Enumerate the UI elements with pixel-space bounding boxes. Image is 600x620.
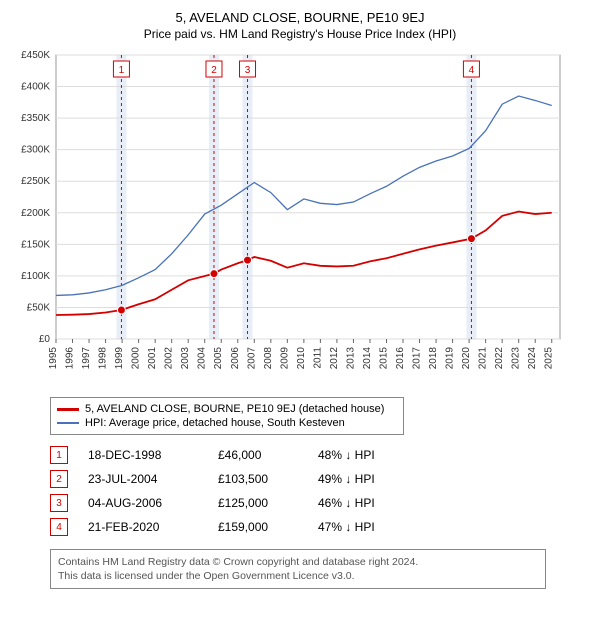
svg-text:2020: 2020: [461, 347, 472, 370]
svg-text:4: 4: [469, 65, 475, 76]
svg-text:2003: 2003: [180, 347, 191, 370]
event-row: 4 21-FEB-2020 £159,000 47% ↓ HPI: [50, 515, 590, 539]
svg-text:3: 3: [245, 65, 251, 76]
svg-text:2014: 2014: [362, 347, 373, 370]
svg-text:2013: 2013: [345, 347, 356, 370]
event-number-badge: 4: [50, 518, 68, 536]
footer-line-2: This data is licensed under the Open Gov…: [58, 569, 538, 583]
svg-text:2001: 2001: [147, 347, 158, 370]
svg-text:2011: 2011: [312, 347, 323, 369]
event-number-badge: 2: [50, 470, 68, 488]
svg-text:1998: 1998: [98, 347, 109, 370]
svg-text:£350K: £350K: [21, 113, 50, 124]
event-delta: 48% ↓ HPI: [318, 448, 408, 462]
event-price: £103,500: [218, 472, 298, 486]
svg-text:2022: 2022: [494, 347, 505, 370]
svg-text:£200K: £200K: [21, 208, 50, 219]
event-date: 21-FEB-2020: [88, 520, 198, 534]
svg-text:2008: 2008: [263, 347, 274, 370]
chart-subtitle: Price paid vs. HM Land Registry's House …: [10, 27, 590, 41]
svg-text:£50K: £50K: [27, 302, 51, 313]
svg-text:2007: 2007: [246, 347, 257, 370]
footer-line-1: Contains HM Land Registry data © Crown c…: [58, 555, 538, 569]
svg-text:2024: 2024: [527, 347, 538, 370]
legend-item-property: 5, AVELAND CLOSE, BOURNE, PE10 9EJ (deta…: [57, 402, 397, 416]
price-chart: £0 £50K £100K £150K £200K £250K £300K £350K £400…: [10, 49, 570, 389]
event-price: £159,000: [218, 520, 298, 534]
svg-text:2005: 2005: [213, 347, 224, 370]
events-table: 1 18-DEC-1998 £46,000 48% ↓ HPI 2 23-JUL-2004…: [50, 443, 590, 539]
svg-text:£250K: £250K: [21, 176, 50, 187]
svg-text:2021: 2021: [478, 347, 489, 370]
event-number-badge: 1: [50, 446, 68, 464]
svg-text:£0: £0: [39, 334, 51, 345]
svg-text:2006: 2006: [230, 347, 241, 370]
attribution-footer: Contains HM Land Registry data © Crown c…: [50, 549, 546, 589]
svg-text:2025: 2025: [544, 347, 555, 370]
svg-text:1996: 1996: [65, 347, 76, 370]
svg-text:2012: 2012: [329, 347, 340, 370]
svg-text:2018: 2018: [428, 347, 439, 370]
svg-text:2004: 2004: [197, 347, 208, 370]
legend-swatch-property: [57, 408, 79, 411]
svg-text:1: 1: [119, 65, 125, 76]
legend: 5, AVELAND CLOSE, BOURNE, PE10 9EJ (deta…: [50, 397, 404, 435]
event-row: 2 23-JUL-2004 £103,500 49% ↓ HPI: [50, 467, 590, 491]
svg-text:2010: 2010: [296, 347, 307, 370]
svg-text:£150K: £150K: [21, 239, 50, 250]
event-date: 18-DEC-1998: [88, 448, 198, 462]
event-delta: 49% ↓ HPI: [318, 472, 408, 486]
chart-title: 5, AVELAND CLOSE, BOURNE, PE10 9EJ: [10, 10, 590, 25]
svg-text:2023: 2023: [511, 347, 522, 370]
svg-text:2017: 2017: [412, 347, 423, 370]
svg-text:£300K: £300K: [21, 145, 50, 156]
legend-label-hpi: HPI: Average price, detached house, Sout…: [85, 417, 345, 429]
svg-text:1997: 1997: [81, 347, 92, 370]
svg-text:1999: 1999: [114, 347, 125, 370]
event-delta: 47% ↓ HPI: [318, 520, 408, 534]
event-number-badge: 3: [50, 494, 68, 512]
svg-text:2015: 2015: [378, 347, 389, 370]
event-price: £46,000: [218, 448, 298, 462]
svg-text:1995: 1995: [48, 347, 59, 370]
svg-text:2016: 2016: [395, 347, 406, 370]
event-date: 04-AUG-2006: [88, 496, 198, 510]
event-row: 3 04-AUG-2006 £125,000 46% ↓ HPI: [50, 491, 590, 515]
event-price: £125,000: [218, 496, 298, 510]
legend-item-hpi: HPI: Average price, detached house, Sout…: [57, 416, 397, 430]
event-date: 23-JUL-2004: [88, 472, 198, 486]
svg-text:2002: 2002: [164, 347, 175, 370]
legend-swatch-hpi: [57, 422, 79, 424]
svg-text:2009: 2009: [279, 347, 290, 370]
svg-text:£400K: £400K: [21, 82, 50, 93]
svg-text:£100K: £100K: [21, 271, 50, 282]
legend-label-property: 5, AVELAND CLOSE, BOURNE, PE10 9EJ (deta…: [85, 403, 384, 415]
svg-text:2: 2: [211, 65, 217, 76]
event-row: 1 18-DEC-1998 £46,000 48% ↓ HPI: [50, 443, 590, 467]
svg-text:2019: 2019: [445, 347, 456, 370]
svg-text:2000: 2000: [131, 347, 142, 370]
svg-text:£450K: £450K: [21, 50, 50, 61]
event-delta: 46% ↓ HPI: [318, 496, 408, 510]
